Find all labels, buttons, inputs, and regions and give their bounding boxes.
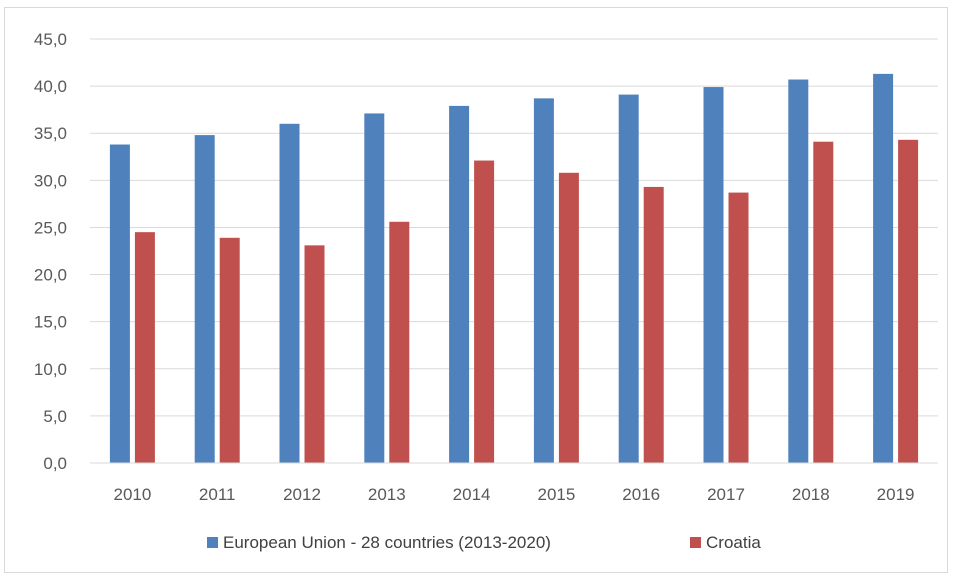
bar-eu28-2010	[109, 144, 130, 464]
bar-croatia-2017	[728, 192, 749, 464]
bar-eu28-2017	[703, 87, 724, 463]
y-tick-label: 15,0	[34, 313, 67, 332]
bar-eu28-2015	[533, 98, 554, 464]
legend-swatch-croatia	[690, 537, 701, 548]
x-tick-label: 2010	[113, 485, 151, 504]
bars	[109, 73, 919, 464]
y-tick-label: 35,0	[34, 124, 67, 143]
y-axis-ticks: 0,0 5,0 10,0 15,0 20,0 25,0 30,0 35,0 40,0 45,0	[34, 30, 67, 473]
bar-croatia-2010	[134, 232, 155, 463]
y-tick-label: 25,0	[34, 218, 67, 237]
legend: European Union - 28 countries (2013-2020…	[207, 533, 761, 552]
bar-croatia-2014	[474, 160, 495, 463]
x-tick-label: 2015	[537, 485, 575, 504]
bar-croatia-2011	[219, 237, 240, 463]
x-tick-label: 2014	[453, 485, 491, 504]
y-tick-label: 0,0	[43, 454, 67, 473]
bar-eu28-2016	[618, 94, 639, 463]
bar-croatia-2019	[898, 139, 919, 463]
x-tick-label: 2013	[368, 485, 406, 504]
bar-eu28-2014	[449, 105, 470, 464]
legend-swatch-eu28	[207, 537, 218, 548]
x-axis-ticks: 2010 2011 2012 2013 2014 2015 2016 2017 2018 2019	[113, 485, 914, 504]
bar-eu28-2018	[788, 79, 809, 463]
x-tick-label: 2019	[877, 485, 915, 504]
legend-label-eu28: European Union - 28 countries (2013-2020…	[223, 533, 551, 552]
y-tick-label: 45,0	[34, 30, 67, 49]
y-tick-label: 10,0	[34, 360, 67, 379]
bar-eu28-2012	[279, 123, 300, 464]
bar-eu28-2011	[194, 135, 215, 463]
legend-label-croatia: Croatia	[706, 533, 761, 552]
x-tick-label: 2011	[199, 485, 236, 504]
y-tick-label: 40,0	[34, 77, 67, 96]
y-tick-label: 20,0	[34, 266, 67, 285]
x-tick-label: 2012	[283, 485, 321, 504]
x-tick-label: 2016	[622, 485, 660, 504]
bar-croatia-2012	[304, 245, 325, 463]
bar-croatia-2015	[558, 172, 579, 463]
bar-croatia-2013	[389, 221, 410, 463]
x-tick-label: 2018	[792, 485, 830, 504]
y-tick-label: 30,0	[34, 171, 67, 190]
bar-croatia-2018	[813, 141, 834, 464]
bar-croatia-2016	[643, 186, 664, 463]
bar-eu28-2013	[364, 113, 385, 464]
x-tick-label: 2017	[707, 485, 745, 504]
bar-eu28-2019	[873, 73, 894, 464]
y-tick-label: 5,0	[43, 407, 67, 426]
gridlines	[90, 38, 938, 417]
